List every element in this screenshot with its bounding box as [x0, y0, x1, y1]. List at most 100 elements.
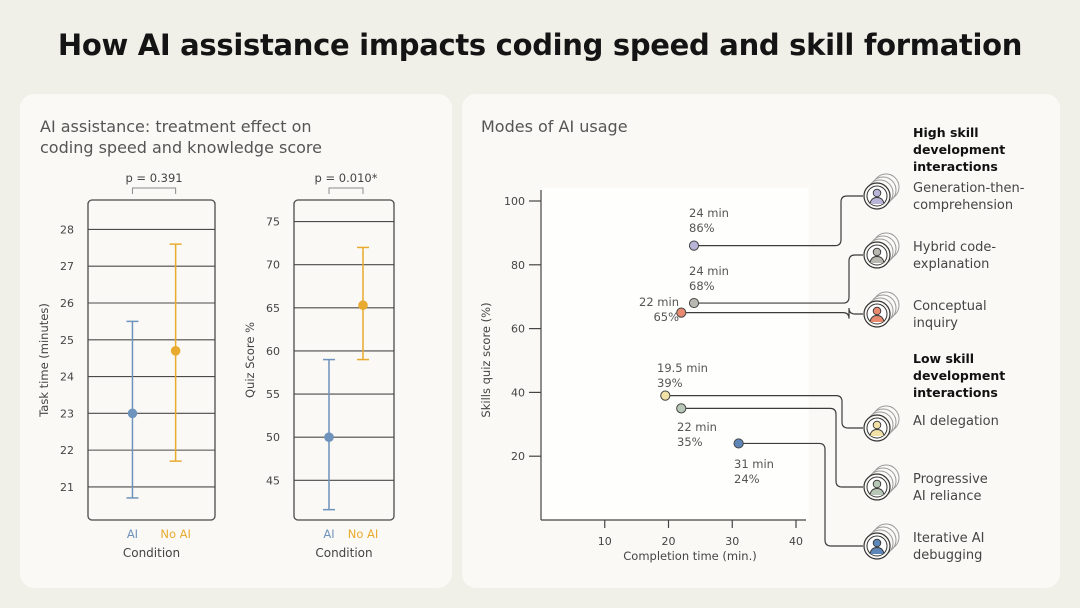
left-panel-title-line1: AI assistance: treatment effect on	[40, 117, 312, 136]
time-label: 31 min	[734, 457, 774, 471]
avatar-icon	[863, 523, 900, 560]
score-label: 35%	[677, 435, 703, 449]
y-tick-label: 28	[60, 223, 74, 236]
errorbar-chart-2: 45 50 55 60 65 70 75 AI No AI p = 0.010* Condition…	[243, 171, 395, 560]
connector-line	[665, 394, 863, 429]
score-label: 24%	[734, 472, 760, 486]
connector-line	[681, 407, 863, 488]
avatar-body	[869, 197, 885, 205]
y-tick-label: 60	[266, 345, 280, 358]
y-tick-label: 60	[511, 323, 525, 336]
x-axis-label: Condition	[315, 546, 372, 560]
plot-background	[541, 188, 809, 520]
p-value-label: p = 0.010*	[315, 171, 378, 185]
y-tick-label: 100	[504, 195, 525, 208]
x-tick-label: 10	[598, 535, 612, 548]
low-skill-heading-line: development	[913, 368, 1005, 383]
mean-point	[324, 432, 334, 442]
score-label: 39%	[657, 376, 683, 390]
mode-label-line1: AI delegation	[913, 414, 999, 429]
time-label: 22 min	[639, 295, 679, 309]
y-tick-label: 75	[266, 216, 280, 229]
y-tick-label: 50	[266, 431, 280, 444]
data-point	[676, 403, 687, 414]
mode-label-line2: debugging	[913, 548, 982, 563]
significance-bracket	[328, 187, 364, 194]
mode-label-line1: Generation-then-	[913, 181, 1025, 196]
high-skill-heading-line: High skill	[913, 125, 979, 140]
plot-frame	[293, 199, 395, 521]
high-skill-heading-line: interactions	[913, 159, 998, 174]
avatar-body	[869, 256, 885, 264]
scatter-chart: 20 40 60 80 100 10 20 30 40 Completion time (min.…	[479, 125, 1025, 563]
connector-line	[681, 307, 863, 319]
data-point	[660, 390, 671, 401]
left-card	[20, 94, 452, 588]
time-label: 24 min	[689, 206, 729, 220]
score-label: 68%	[689, 279, 715, 293]
main-title: How AI assistance impacts coding speed a…	[57, 28, 1023, 62]
errorbar-chart-1: 21 22 23 24 25 26 27 28 AI No AI p = 0.391 Conditio…	[37, 171, 216, 560]
category-label: No AI	[160, 527, 191, 541]
avatar-body	[869, 315, 885, 323]
y-tick-label: 25	[60, 334, 74, 347]
y-tick-label: 20	[511, 450, 525, 463]
mean-point	[127, 408, 138, 419]
avatar-head	[872, 306, 882, 316]
mode-label-line1: Conceptual	[913, 299, 987, 314]
y-tick-label: 21	[60, 481, 74, 494]
x-tick-label: 30	[725, 535, 739, 548]
avatar-head	[872, 420, 882, 430]
category-label: AI	[323, 527, 334, 541]
mode-label-line1: Iterative AI	[913, 531, 985, 546]
mode-label-line2: AI reliance	[913, 489, 982, 504]
avatar-body	[869, 488, 885, 496]
low-skill-heading-line: Low skill	[913, 351, 974, 366]
y-tick-label: 27	[60, 260, 74, 273]
connector-line	[694, 254, 863, 304]
avatar-icon	[863, 464, 900, 501]
y-axis-label: Task time (minutes)	[37, 303, 51, 418]
y-tick-label: 80	[511, 259, 525, 272]
left-panel-title-line2: coding speed and knowledge score	[40, 138, 322, 157]
avatar-icon	[863, 291, 900, 328]
mode-label-line1: Progressive	[913, 472, 988, 487]
avatar-icon	[863, 405, 900, 442]
left-panel-title: AI assistance: treatment effect on codin…	[40, 116, 322, 158]
time-label: 19.5 min	[657, 361, 708, 375]
category-label: AI	[127, 527, 138, 541]
y-tick-label: 40	[511, 386, 525, 399]
avatar-head	[872, 479, 882, 489]
connector-line	[694, 195, 863, 247]
data-point	[688, 297, 700, 309]
data-point	[688, 240, 700, 251]
category-label: No AI	[348, 527, 379, 541]
avatar-head	[872, 247, 882, 257]
avatar-head	[872, 538, 882, 548]
y-tick-label: 55	[266, 388, 280, 401]
y-tick-label: 24	[60, 371, 74, 384]
high-skill-heading: High skill development interactions	[913, 125, 1005, 174]
x-tick-label: 40	[789, 535, 803, 548]
x-axis-label: Condition	[123, 546, 180, 560]
mode-label-line2: explanation	[913, 257, 989, 272]
avatar-body	[869, 429, 885, 437]
connector-line	[738, 442, 863, 547]
plot-frame	[87, 199, 216, 521]
high-skill-heading-line: development	[913, 142, 1005, 157]
mode-label-line2: comprehension	[913, 198, 1013, 213]
mode-label-line1: Hybrid code-	[913, 240, 996, 255]
y-tick-label: 22	[60, 444, 74, 457]
right-panel-title: Modes of AI usage	[481, 117, 628, 136]
data-point	[676, 307, 687, 318]
avatar-icon	[863, 173, 900, 210]
p-value-label: p = 0.391	[125, 171, 182, 185]
y-tick-label: 26	[60, 297, 74, 310]
y-axis-label: Skills quiz score (%)	[479, 302, 493, 417]
significance-bracket	[131, 187, 177, 194]
x-axis-label: Completion time (min.)	[623, 549, 756, 563]
avatar-icon	[863, 232, 900, 269]
data-point	[733, 438, 744, 449]
avatar-head	[872, 188, 882, 198]
